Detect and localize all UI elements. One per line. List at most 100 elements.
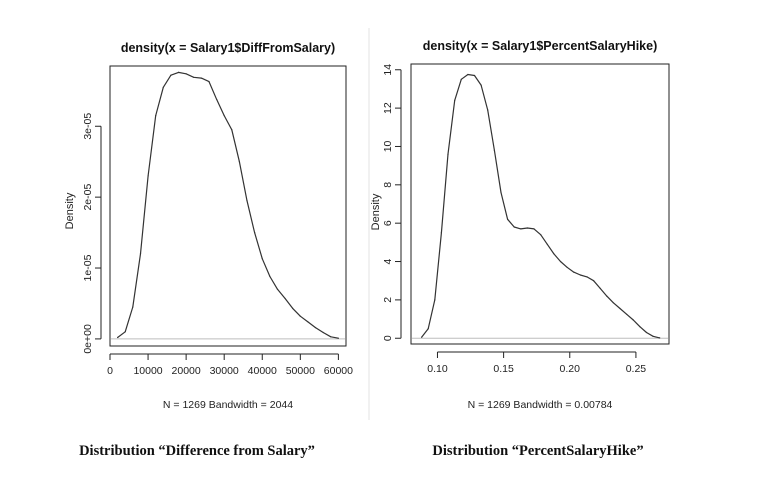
y-tick-label: 2 <box>382 297 394 303</box>
density-point <box>566 266 568 268</box>
density-point <box>421 336 423 338</box>
density-point <box>322 331 324 334</box>
y-axis-label: Density <box>64 192 76 229</box>
density-point <box>639 326 641 328</box>
density-point <box>299 315 301 317</box>
y-tick-label: 6 <box>382 220 394 226</box>
density-point <box>314 327 317 329</box>
x-tick-label: 40000 <box>248 365 277 377</box>
density-point <box>427 328 429 330</box>
density-point <box>460 78 462 80</box>
density-point <box>520 228 522 230</box>
y-tick-label: 0e+00 <box>82 324 94 354</box>
chart-title: density(x = Salary1$DiffFromSalary) <box>121 41 335 55</box>
density-point <box>185 73 187 75</box>
density-point <box>579 274 582 276</box>
chart-percent-salary-hike: density(x = Salary1$PercentSalaryHike) D… <box>370 39 670 459</box>
density-point <box>238 161 240 163</box>
x-tick-label: 0 <box>107 365 113 377</box>
density-series <box>412 73 668 339</box>
density-point <box>269 275 271 278</box>
density-point <box>454 99 456 101</box>
x-tick-label: 0.25 <box>626 363 647 375</box>
y-tick-label: 1e-05 <box>82 254 94 281</box>
density-point <box>440 232 442 234</box>
plot-frame <box>109 65 347 347</box>
density-point <box>147 175 149 177</box>
density-series <box>111 71 345 340</box>
density-point <box>619 307 621 310</box>
density-point <box>231 129 233 131</box>
y-tick-label: 0 <box>382 335 394 341</box>
figure-caption: Distribution “PercentSalaryHike” <box>432 443 643 459</box>
density-point <box>487 109 489 111</box>
density-point <box>307 321 309 323</box>
density-point <box>223 115 225 117</box>
density-point <box>626 313 628 315</box>
density-point <box>170 74 172 76</box>
plot-frame <box>410 63 670 345</box>
chart-title: density(x = Salary1$PercentSalaryHike) <box>423 39 658 53</box>
density-point <box>155 115 157 117</box>
chart-diff-from-salary: density(x = Salary1$DiffFromSalary) Dens… <box>64 41 353 459</box>
density-point <box>652 335 654 337</box>
y-tick-label: 8 <box>382 182 394 188</box>
density-point <box>559 260 562 263</box>
tick-group: 0 10000 20000 30000 40000 50000 60000 0e+00 1e-0… <box>82 113 353 377</box>
x-tick-label: 20000 <box>172 365 201 377</box>
figure-caption: Distribution “Difference from Salary” <box>79 443 315 459</box>
x-axis-label: N = 1269 Bandwidth = 2044 <box>163 399 293 411</box>
density-point <box>132 306 134 308</box>
density-point <box>337 337 339 339</box>
density-point <box>546 243 548 245</box>
density-point <box>276 288 279 290</box>
x-tick-label: 30000 <box>210 365 239 377</box>
x-tick-label: 50000 <box>286 365 315 377</box>
density-point <box>254 232 256 234</box>
x-tick-label: 60000 <box>324 365 353 377</box>
density-point <box>526 227 529 229</box>
density-point <box>606 295 608 297</box>
density-point <box>261 258 263 260</box>
density-point <box>493 149 495 151</box>
y-tick-label: 4 <box>382 258 394 264</box>
density-point <box>540 234 542 236</box>
y-tick-label: 12 <box>382 102 394 114</box>
density-point <box>599 287 601 289</box>
density-point <box>139 253 142 255</box>
density-point <box>480 84 482 86</box>
density-point <box>284 297 286 300</box>
density-point <box>659 337 661 339</box>
density-point <box>553 253 555 255</box>
density-point <box>632 319 634 321</box>
density-point <box>200 77 202 79</box>
density-point <box>533 228 535 230</box>
density-point <box>434 299 436 301</box>
density-point <box>467 73 469 76</box>
density-point <box>513 226 515 228</box>
density-point <box>330 336 332 338</box>
density-point <box>447 153 449 155</box>
density-point <box>162 86 164 88</box>
density-point <box>177 71 180 73</box>
density-point <box>193 76 195 78</box>
density-point <box>500 191 502 194</box>
density-point <box>117 336 119 339</box>
density-point <box>473 74 476 77</box>
density-point <box>292 307 294 309</box>
density-point <box>612 302 615 304</box>
density-point <box>124 331 126 333</box>
density-curve <box>117 71 339 339</box>
x-tick-label: 0.20 <box>560 363 581 375</box>
density-point <box>208 81 210 83</box>
density-point <box>507 218 509 220</box>
tick-group: 0.10 0.15 0.20 0.25 0 2 4 6 8 10 12 14 <box>382 64 646 375</box>
y-tick-label: 3e-05 <box>82 113 94 140</box>
y-axis-label: Density <box>370 193 382 230</box>
x-axis-label: N = 1269 Bandwidth = 0.00784 <box>468 399 613 411</box>
y-tick-label: 2e-05 <box>82 184 94 211</box>
x-tick-label: 0.10 <box>427 363 448 375</box>
density-curve <box>421 73 660 339</box>
x-tick-label: 0.15 <box>493 363 514 375</box>
